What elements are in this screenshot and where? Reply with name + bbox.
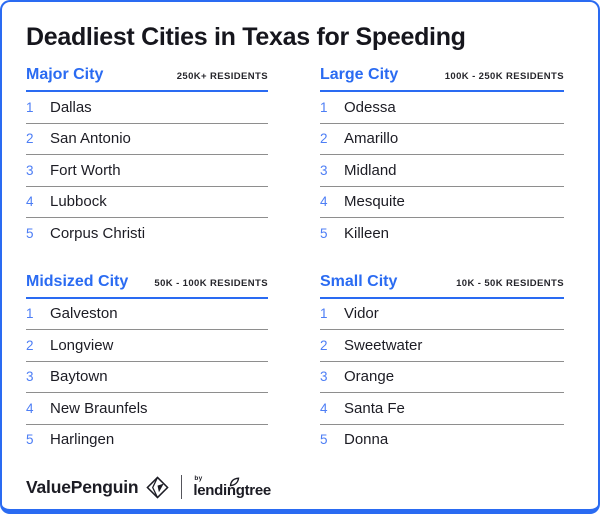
lendingtree-logo: by lendingtree	[193, 475, 271, 500]
category-header: Major City 250K+ RESIDENTS	[26, 66, 268, 92]
footer-logos: ValuePenguin by lendingtree	[26, 473, 598, 501]
rank-number: 3	[26, 369, 34, 385]
category-title: Large City	[320, 66, 399, 83]
category-header: Large City 100K - 250K RESIDENTS	[320, 66, 564, 92]
rank-number: 3	[320, 162, 328, 178]
category-header: Midsized City 50K - 100K RESIDENTS	[26, 273, 268, 299]
rank-number: 4	[26, 194, 34, 210]
city-name: Lubbock	[50, 193, 107, 211]
by-label: by	[194, 474, 203, 482]
category-grid: Major City 250K+ RESIDENTS 1 Dallas 2 Sa…	[26, 66, 598, 455]
city-name: Odessa	[344, 98, 396, 116]
category-major-city: Major City 250K+ RESIDENTS 1 Dallas 2 Sa…	[26, 66, 268, 249]
list-item: 2 Longview	[26, 330, 268, 362]
list-item: 2 San Antonio	[26, 124, 268, 155]
rank-number: 1	[26, 99, 34, 115]
city-name: Killeen	[344, 224, 390, 242]
category-large-city: Large City 100K - 250K RESIDENTS 1 Odess…	[320, 66, 564, 249]
city-name: Santa Fe	[344, 399, 405, 417]
rank-number: 4	[320, 194, 328, 210]
list-item: 3 Baytown	[26, 362, 268, 393]
list-item: 1 Galveston	[26, 299, 268, 330]
list-item: 5 Killeen	[320, 218, 564, 249]
list-item: 5 Harlingen	[26, 425, 268, 456]
city-name: Galveston	[50, 305, 118, 323]
city-name: Donna	[344, 431, 389, 449]
rank-number: 5	[320, 225, 328, 241]
city-name: Orange	[344, 368, 395, 386]
footer-divider	[181, 475, 183, 499]
rank-number: 3	[320, 369, 328, 385]
category-title: Major City	[26, 66, 104, 83]
list-item: 2 Amarillo	[320, 124, 564, 155]
category-midsized-city: Midsized City 50K - 100K RESIDENTS 1 Gal…	[26, 273, 268, 456]
list-item: 4 New Braunfels	[26, 393, 268, 425]
leaf-icon	[229, 474, 240, 492]
city-name: Fort Worth	[50, 161, 121, 179]
category-title: Midsized City	[26, 272, 129, 290]
list-item: 4 Santa Fe	[320, 393, 564, 425]
rank-number: 2	[26, 337, 34, 353]
city-name: Vidor	[344, 305, 379, 323]
list-item: 4 Lubbock	[26, 187, 268, 218]
list-item: 5 Donna	[320, 425, 564, 456]
rank-number: 4	[26, 400, 34, 416]
rank-number: 5	[26, 432, 34, 448]
category-population-label: 100K - 250K RESIDENTS	[444, 71, 564, 82]
city-name: Mesquite	[344, 193, 405, 211]
list-item: 5 Corpus Christi	[26, 218, 268, 249]
category-title: Small City	[320, 272, 398, 290]
valuepenguin-penguin-icon	[146, 475, 170, 499]
city-name: Corpus Christi	[50, 224, 146, 242]
rank-number: 1	[320, 99, 328, 115]
rank-number: 1	[26, 306, 34, 322]
list-item: 1 Vidor	[320, 299, 564, 330]
city-name: San Antonio	[50, 130, 131, 148]
category-population-label: 250K+ RESIDENTS	[176, 71, 268, 82]
list-item: 3 Midland	[320, 155, 564, 187]
rank-number: 5	[320, 432, 328, 448]
rank-number: 3	[26, 162, 34, 178]
city-name: Baytown	[50, 368, 108, 386]
city-name: Harlingen	[50, 431, 115, 449]
rank-number: 1	[320, 306, 328, 322]
list-item: 2 Sweetwater	[320, 330, 564, 362]
rank-number: 2	[26, 131, 34, 147]
lendingtree-logo-text: lendingtree	[193, 481, 271, 499]
category-population-label: 10K - 50K RESIDENTS	[456, 277, 564, 289]
rank-number: 2	[320, 131, 328, 147]
city-name: Midland	[344, 161, 397, 179]
city-name: Longview	[50, 336, 114, 354]
category-small-city: Small City 10K - 50K RESIDENTS 1 Vidor 2…	[320, 273, 564, 456]
city-name: Amarillo	[344, 130, 399, 148]
list-item: 3 Orange	[320, 362, 564, 393]
rank-number: 5	[26, 225, 34, 241]
rank-number: 2	[320, 337, 328, 353]
category-header: Small City 10K - 50K RESIDENTS	[320, 273, 564, 299]
list-item: 1 Dallas	[26, 92, 268, 124]
valuepenguin-logo-text: ValuePenguin	[26, 476, 139, 497]
page-title: Deadliest Cities in Texas for Speeding	[26, 23, 466, 51]
city-name: Dallas	[50, 98, 92, 116]
list-item: 1 Odessa	[320, 92, 564, 124]
city-name: New Braunfels	[50, 399, 148, 417]
city-name: Sweetwater	[344, 336, 423, 354]
category-population-label: 50K - 100K RESIDENTS	[154, 277, 268, 289]
list-item: 3 Fort Worth	[26, 155, 268, 187]
list-item: 4 Mesquite	[320, 187, 564, 218]
rank-number: 4	[320, 400, 328, 416]
